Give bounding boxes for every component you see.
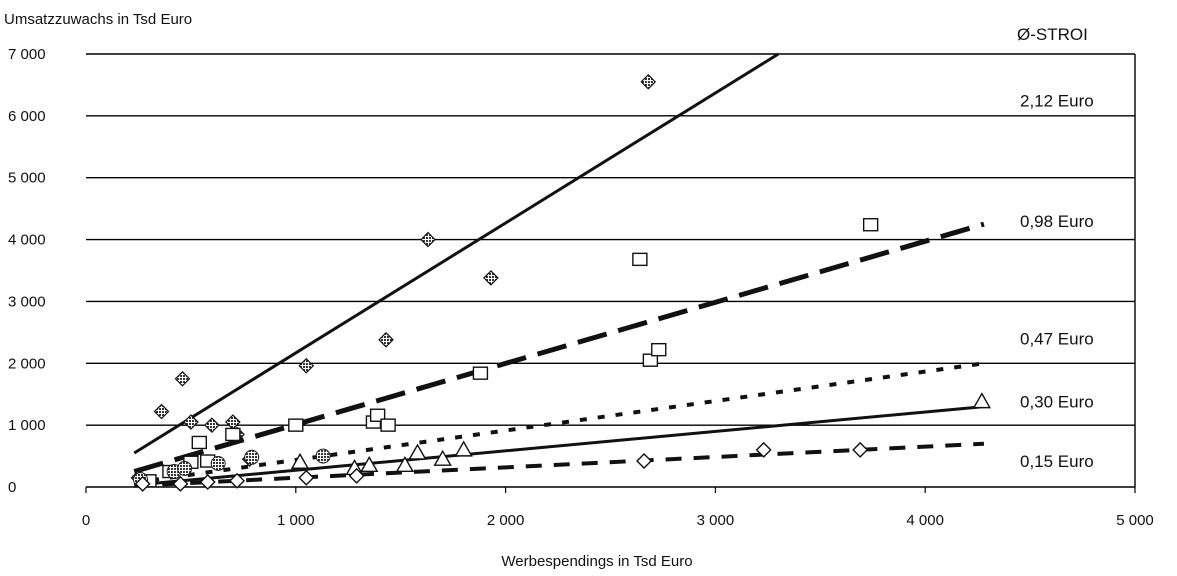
data-point <box>298 469 315 486</box>
x-tick-label: 5 000 <box>1116 512 1154 529</box>
data-point <box>288 418 304 432</box>
trend-lines <box>133 52 985 488</box>
series-label: 2,12 Euro <box>1020 91 1094 110</box>
data-point <box>640 73 657 90</box>
data-point <box>204 417 220 433</box>
data-point <box>651 342 667 357</box>
y-tick-label: 2 000 <box>8 355 46 372</box>
y-tick-label: 5 000 <box>8 170 46 187</box>
gridlines <box>86 53 1136 488</box>
data-point <box>348 467 365 484</box>
trend-line <box>133 52 780 455</box>
data-point <box>433 449 452 466</box>
series-label: 0,30 Euro <box>1020 393 1094 412</box>
data-point <box>454 440 473 457</box>
y-axis-ticks: 0 1 000 2 000 3 000 4 000 5 000 6 000 7 000 <box>8 46 46 496</box>
data-point <box>229 472 246 489</box>
series-label: 0,98 Euro <box>1020 212 1094 231</box>
data-point <box>852 441 869 458</box>
data-point <box>632 252 648 267</box>
data-point <box>380 418 396 432</box>
data-point <box>153 403 170 420</box>
data-point <box>395 455 415 473</box>
trend-line <box>133 221 985 474</box>
data-points <box>130 73 992 492</box>
data-point <box>472 366 489 380</box>
data-point <box>177 460 193 476</box>
data-point <box>360 455 379 473</box>
y-tick-label: 3 000 <box>8 293 46 310</box>
data-point <box>369 408 386 422</box>
series-label: 0,15 Euro <box>1020 452 1094 471</box>
x-tick-label: 4 000 <box>906 512 944 529</box>
data-point <box>210 455 226 471</box>
x-tick-label: 0 <box>82 512 90 529</box>
data-point <box>642 353 659 367</box>
data-point <box>225 414 241 430</box>
trend-line <box>134 441 985 488</box>
data-point <box>483 270 499 286</box>
data-point <box>199 474 216 491</box>
data-point <box>225 427 241 442</box>
data-point <box>183 414 199 430</box>
series-label: 0,47 Euro <box>1020 330 1094 349</box>
data-point <box>244 449 260 465</box>
data-point <box>174 370 191 387</box>
y-axis-title: Umsatzzuwachs in Tsd Euro <box>4 11 192 28</box>
y-tick-label: 7 000 <box>8 46 46 63</box>
data-point <box>298 357 315 374</box>
data-point <box>862 218 879 232</box>
legend-title: Ø-STROI <box>1017 25 1088 44</box>
x-axis-title: Werbespendings in Tsd Euro <box>501 553 692 570</box>
y-tick-label: 4 000 <box>8 232 46 249</box>
data-point <box>290 452 310 469</box>
data-point <box>172 475 189 492</box>
trend-line <box>134 405 985 487</box>
data-point <box>378 331 394 348</box>
x-tick-label: 3 000 <box>697 512 735 529</box>
data-point <box>315 448 331 464</box>
data-point <box>636 453 653 470</box>
data-point <box>191 435 207 450</box>
x-tick-label: 1 000 <box>277 512 315 529</box>
x-axis-ticks: 0 1 000 2 000 3 000 4 000 5 000 <box>82 487 1154 529</box>
data-point <box>755 441 772 458</box>
y-tick-label: 1 000 <box>8 417 46 434</box>
series-labels: 2,12 Euro 0,98 Euro 0,47 Euro 0,30 Euro 0,15… <box>1020 91 1094 471</box>
x-tick-label: 2 000 <box>487 512 525 529</box>
data-point <box>408 443 427 460</box>
y-tick-label: 6 000 <box>8 108 46 125</box>
data-point <box>134 475 151 492</box>
data-point <box>420 231 436 248</box>
data-point <box>972 392 992 409</box>
y-tick-label: 0 <box>8 479 16 496</box>
